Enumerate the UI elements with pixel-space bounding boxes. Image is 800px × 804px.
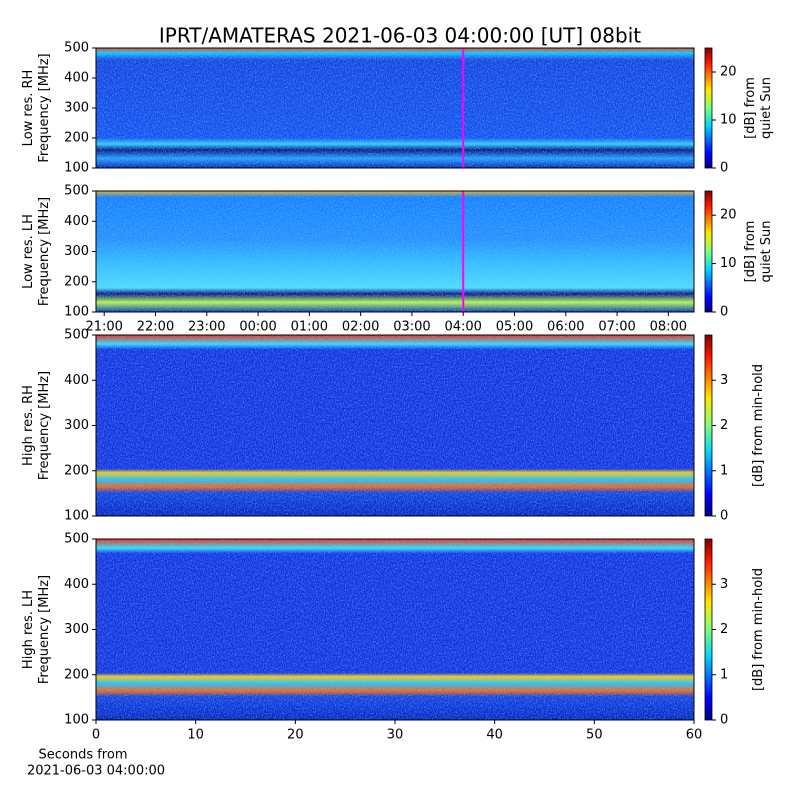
colorbar-label-line: quiet Sun [759, 77, 774, 139]
colorbar-tick-label: 2 [720, 622, 728, 637]
y-axis-label-line: Frequency [MHz] [37, 197, 52, 306]
colorbar-tick-label: 0 [720, 305, 728, 320]
y-axis-label: High res. RHFrequency [MHz] [21, 371, 52, 480]
colorbar-tick-label: 2 [720, 418, 728, 433]
y-tick-label: 200 [64, 274, 89, 289]
x-tick-label: 20 [287, 728, 304, 743]
y-axis-label-line: High res. RH [21, 385, 36, 466]
colorbar [704, 334, 713, 517]
y-tick-label: 400 [64, 373, 89, 388]
colorbar-tick-label: 1 [720, 667, 728, 682]
colorbar-label: [dB] fromquiet Sun [743, 220, 774, 282]
colorbar [704, 47, 713, 169]
y-axis-label-line: Low res. RH [21, 70, 36, 147]
colorbar-tick-label: 3 [720, 577, 728, 592]
colorbar-tick-label: 0 [720, 161, 728, 176]
colorbar-label: [dB] fromquiet Sun [743, 77, 774, 139]
y-tick-label: 100 [64, 713, 89, 728]
y-tick-label: 300 [64, 418, 89, 433]
y-axis-label: High res. LHFrequency [MHz] [21, 575, 52, 684]
colorbar-label-line: [dB] from [743, 221, 758, 283]
x-tick-label: 30 [387, 728, 404, 743]
x-tick-label: 08:00 [650, 320, 687, 335]
colorbar-tick-label: 20 [720, 65, 737, 80]
spectrogram-noise [96, 539, 694, 720]
x-axis-label: 2021-06-03 04:00:00 [27, 764, 165, 779]
x-tick-label: 23:00 [188, 320, 225, 335]
colorbar-tick-label: 20 [720, 208, 737, 223]
y-tick-label: 200 [64, 131, 89, 146]
spectrogram-noise [96, 335, 694, 516]
y-axis-label-line: High res. LH [21, 590, 36, 669]
y-axis-label: Low res. RHFrequency [MHz] [21, 53, 52, 162]
x-axis-label: Seconds from [38, 748, 127, 763]
y-tick-label: 200 [64, 667, 89, 682]
colorbar-label: [dB] from min-hold [751, 568, 766, 691]
y-axis-label-line: Frequency [MHz] [37, 53, 52, 162]
x-tick-label: 60 [686, 728, 703, 743]
colorbar-label-line: quiet Sun [759, 220, 774, 282]
x-tick-label: 22:00 [137, 320, 174, 335]
y-axis-label-line: Frequency [MHz] [37, 575, 52, 684]
y-axis-label-line: Frequency [MHz] [37, 371, 52, 480]
x-tick-label: 01:00 [291, 320, 328, 335]
y-tick-label: 100 [64, 161, 89, 176]
y-tick-label: 500 [64, 184, 89, 199]
x-tick-label: 06:00 [547, 320, 584, 335]
x-tick-label: 40 [486, 728, 503, 743]
colorbar-tick-label: 3 [720, 373, 728, 388]
spectrogram-noise [96, 191, 694, 312]
y-tick-label: 500 [64, 532, 89, 547]
y-tick-label: 500 [64, 328, 89, 343]
x-tick-label: 07:00 [598, 320, 635, 335]
colorbar-tick-label: 0 [720, 713, 728, 728]
x-tick-label: 50 [586, 728, 603, 743]
y-tick-label: 400 [64, 71, 89, 86]
x-tick-label: 10 [187, 728, 204, 743]
y-axis-label: Low res. LHFrequency [MHz] [21, 197, 52, 306]
x-tick-label: 04:00 [444, 320, 481, 335]
y-axis-label-line: Low res. LH [21, 214, 36, 289]
x-tick-label: 00:00 [239, 320, 276, 335]
colorbar-label-line: [dB] from [743, 77, 758, 139]
colorbar-tick-label: 1 [720, 463, 728, 478]
colorbar-tick-label: 0 [720, 509, 728, 524]
y-tick-label: 300 [64, 244, 89, 259]
y-tick-label: 200 [64, 463, 89, 478]
y-tick-label: 500 [64, 41, 89, 56]
y-tick-label: 400 [64, 214, 89, 229]
x-tick-label: 0 [92, 728, 100, 743]
colorbar-label: [dB] from min-hold [751, 364, 766, 487]
x-tick-label: 21:00 [85, 320, 122, 335]
colorbar-label-line: [dB] from min-hold [751, 568, 766, 691]
y-tick-label: 100 [64, 305, 89, 320]
x-tick-label: 03:00 [393, 320, 430, 335]
y-tick-label: 100 [64, 509, 89, 524]
figure-title: IPRT/AMATERAS 2021-06-03 04:00:00 [UT] 0… [159, 24, 641, 48]
colorbar-tick-label: 10 [720, 113, 737, 128]
y-tick-label: 300 [64, 622, 89, 637]
colorbar-label-line: [dB] from min-hold [751, 364, 766, 487]
spectrogram-noise [96, 48, 694, 168]
y-tick-label: 300 [64, 101, 89, 116]
colorbar [704, 190, 713, 313]
x-tick-label: 05:00 [496, 320, 533, 335]
y-tick-label: 400 [64, 577, 89, 592]
colorbar-tick-label: 10 [720, 256, 737, 271]
x-tick-label: 02:00 [342, 320, 379, 335]
colorbar [704, 538, 713, 721]
